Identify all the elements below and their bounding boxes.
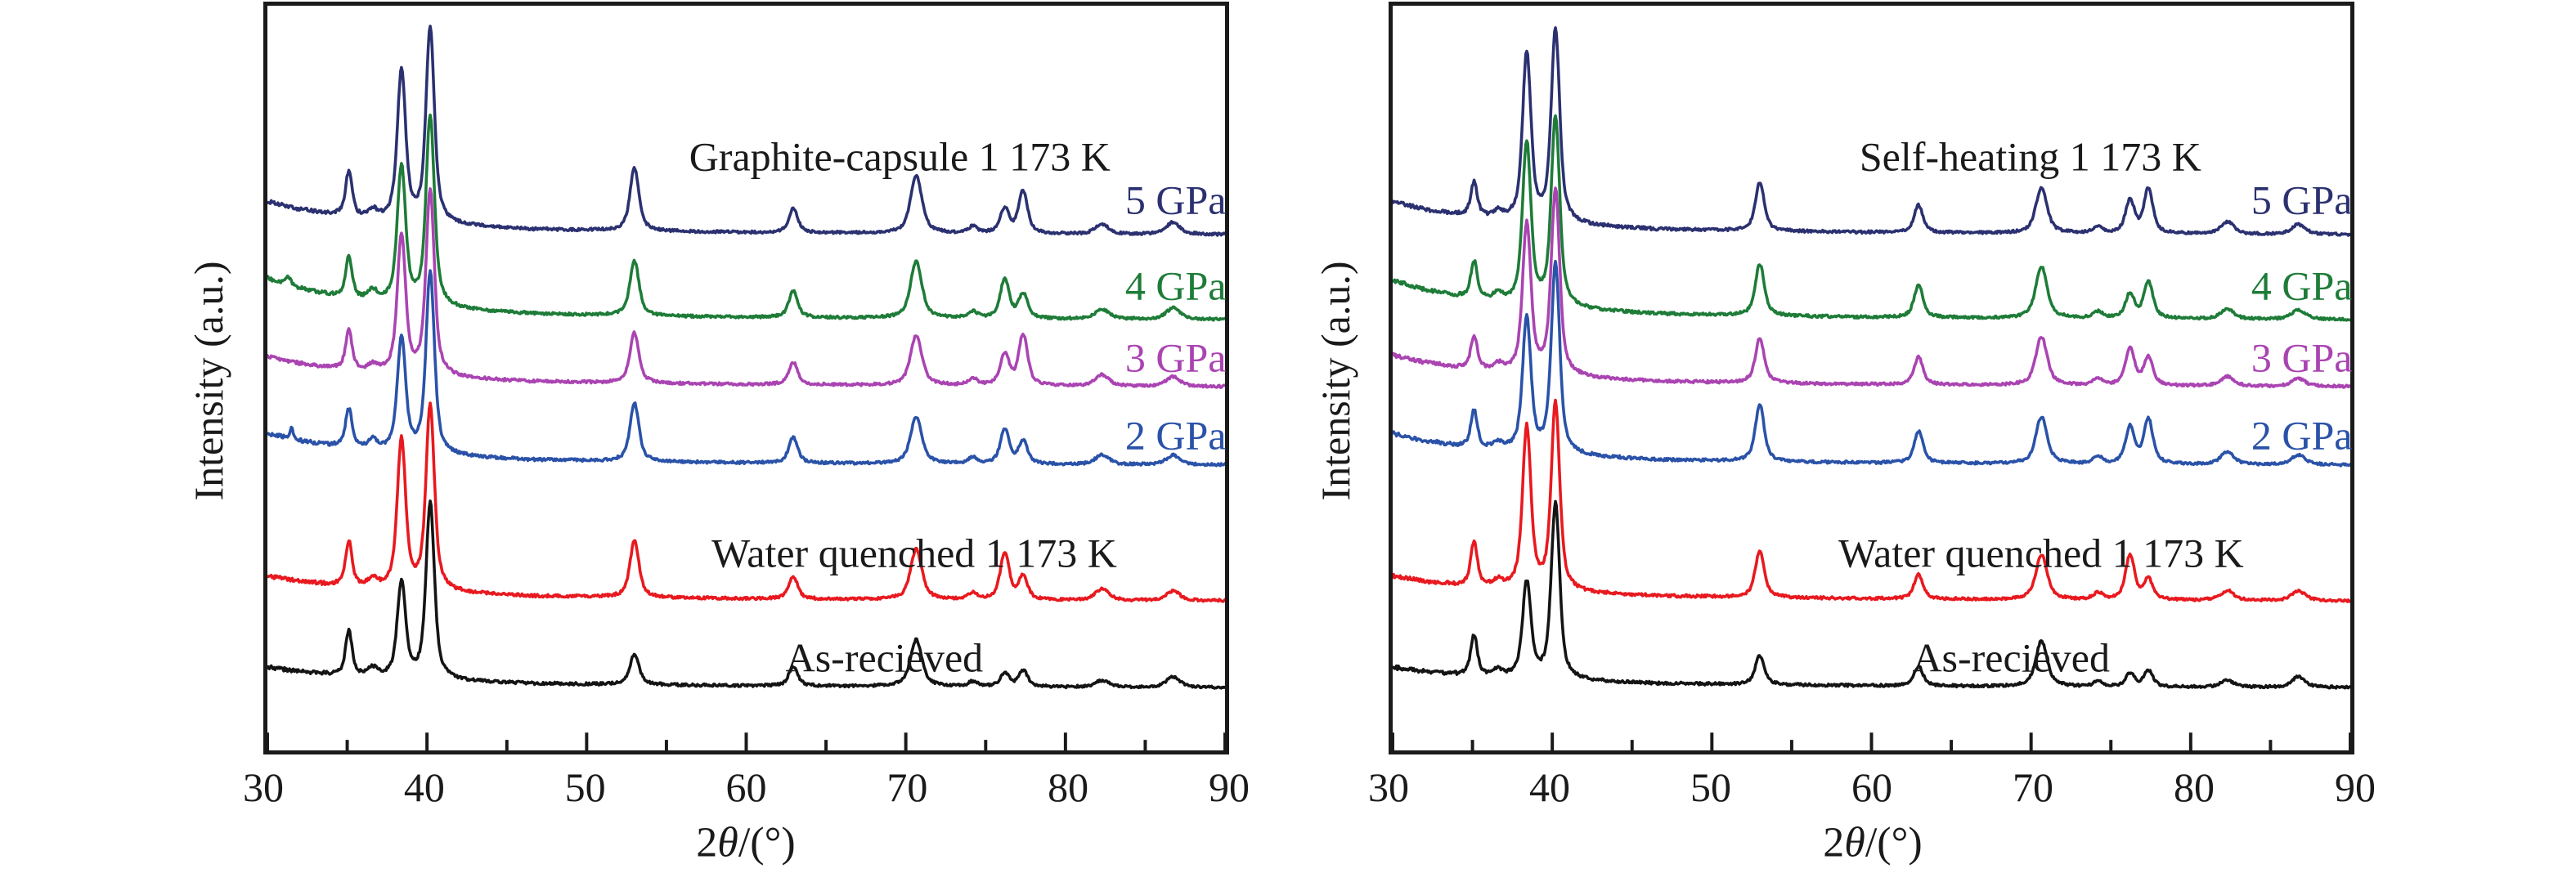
xrd-trace [1393, 26, 2350, 237]
series-label: 2 GPa [2251, 412, 2353, 459]
x-tick-label: 50 [564, 764, 606, 810]
xrd-trace [1393, 499, 2350, 690]
x-axis-label-theta: θ [717, 819, 738, 866]
x-axis-label-prefix: 2 [696, 819, 718, 866]
x-tick-label: 30 [1368, 764, 1409, 810]
x-tick-label: 90 [2335, 764, 2376, 810]
panel-title-annotation: Self-heating 1 173 K [1859, 133, 2201, 180]
x-axis-label-theta: θ [1844, 819, 1865, 866]
xrd-trace [1393, 114, 2350, 322]
x-axis-label-suffix: /(°) [1865, 819, 1923, 866]
x-tick-label: 80 [1048, 764, 1089, 810]
x-tick-label: 70 [886, 764, 928, 810]
series-label: 3 GPa [2251, 334, 2353, 381]
xrd-trace [267, 113, 1225, 322]
xrd-panel-right [1389, 2, 2354, 754]
series-label: As-recieved [1912, 634, 2110, 681]
y-axis-label-left: Intensity (a.u.) [186, 261, 231, 501]
series-label: 4 GPa [1124, 262, 1227, 309]
panel-title-annotation: Graphite-capsule 1 173 K [689, 133, 1111, 180]
x-tick-label: 90 [1209, 764, 1250, 810]
x-tick-label: 40 [403, 764, 445, 810]
xrd-panel-left [263, 2, 1229, 754]
x-tick-label: 50 [1690, 764, 1731, 810]
series-label: As-recieved [785, 634, 984, 681]
series-label: Water quenched 1 173 K [711, 530, 1117, 576]
xrd-trace [267, 499, 1225, 690]
xrd-trace [1393, 259, 2350, 468]
x-axis-label-prefix: 2 [1823, 819, 1845, 866]
series-label: Water quenched 1 173 K [1838, 530, 2244, 576]
xrd-trace [267, 187, 1225, 389]
series-label: 5 GPa [1124, 177, 1227, 223]
x-axis-label-suffix: /(°) [738, 819, 796, 866]
xrd-trace [267, 269, 1225, 468]
series-label: 5 GPa [2251, 177, 2353, 223]
x-tick-label: 70 [2013, 764, 2053, 810]
xrd-canvas-left [267, 25, 1225, 750]
x-tick-label: 30 [243, 764, 284, 810]
x-tick-label: 40 [1529, 764, 1570, 810]
xrd-trace [267, 25, 1225, 237]
x-tick-label: 60 [725, 764, 767, 810]
series-label: 2 GPa [1124, 412, 1227, 459]
series-label: 3 GPa [1124, 334, 1227, 381]
xrd-trace [1393, 398, 2350, 603]
x-axis-label-left: 2θ/(°) [696, 819, 795, 867]
series-label: 4 GPa [2251, 262, 2353, 309]
y-axis-label-right: Intensity (a.u.) [1313, 261, 1358, 501]
xrd-trace [1393, 186, 2350, 389]
xrd-trace [267, 401, 1225, 603]
x-tick-label: 60 [1851, 764, 1892, 810]
xrd-canvas-right [1393, 26, 2350, 750]
x-axis-label-right: 2θ/(°) [1823, 819, 1922, 867]
x-tick-label: 80 [2174, 764, 2215, 810]
